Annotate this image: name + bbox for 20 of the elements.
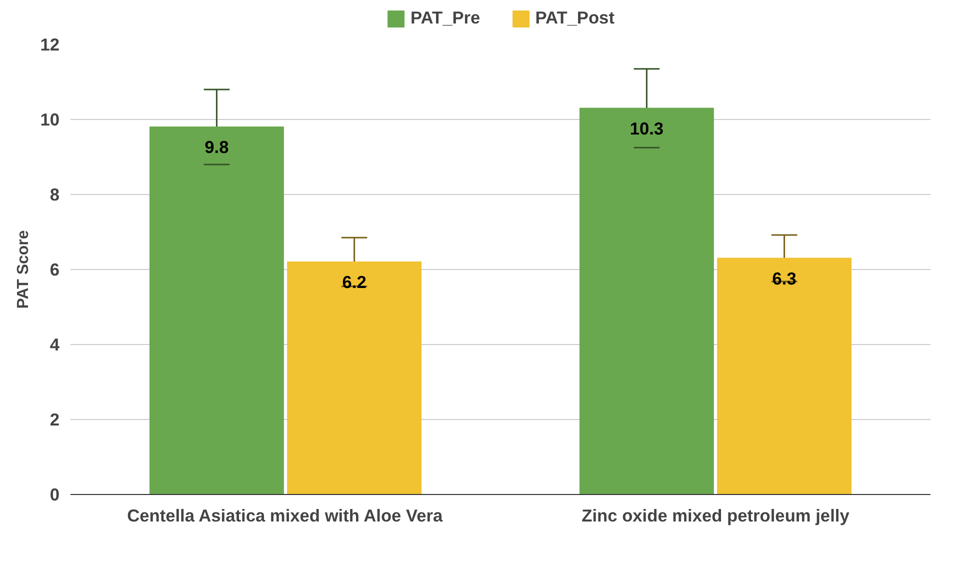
y-tick-label: 10: [40, 110, 60, 130]
y-tick-label: 8: [50, 184, 60, 204]
y-tick-label: 2: [50, 410, 60, 430]
bar: [287, 262, 422, 494]
x-tick-label: Zinc oxide mixed petroleum jelly: [582, 506, 850, 526]
bar: [579, 108, 714, 494]
data-label: 9.8: [204, 137, 230, 157]
y-tick-label: 12: [40, 34, 60, 54]
y-tick-label: 0: [50, 484, 60, 504]
y-axis-title: PAT Score: [15, 230, 32, 309]
y-tick-label: 6: [50, 260, 60, 280]
legend-label: PAT_Pre: [410, 8, 480, 28]
data-label: 6.3: [772, 268, 797, 288]
x-tick-label: Centella Asiatica mixed with Aloe Vera: [127, 506, 443, 526]
bar: [717, 258, 852, 494]
data-label: 6.2: [342, 272, 366, 292]
legend-label: PAT_Post: [535, 8, 614, 28]
y-tick-label: 4: [50, 334, 60, 354]
data-label: 10.3: [630, 118, 664, 138]
bar: [149, 126, 284, 494]
